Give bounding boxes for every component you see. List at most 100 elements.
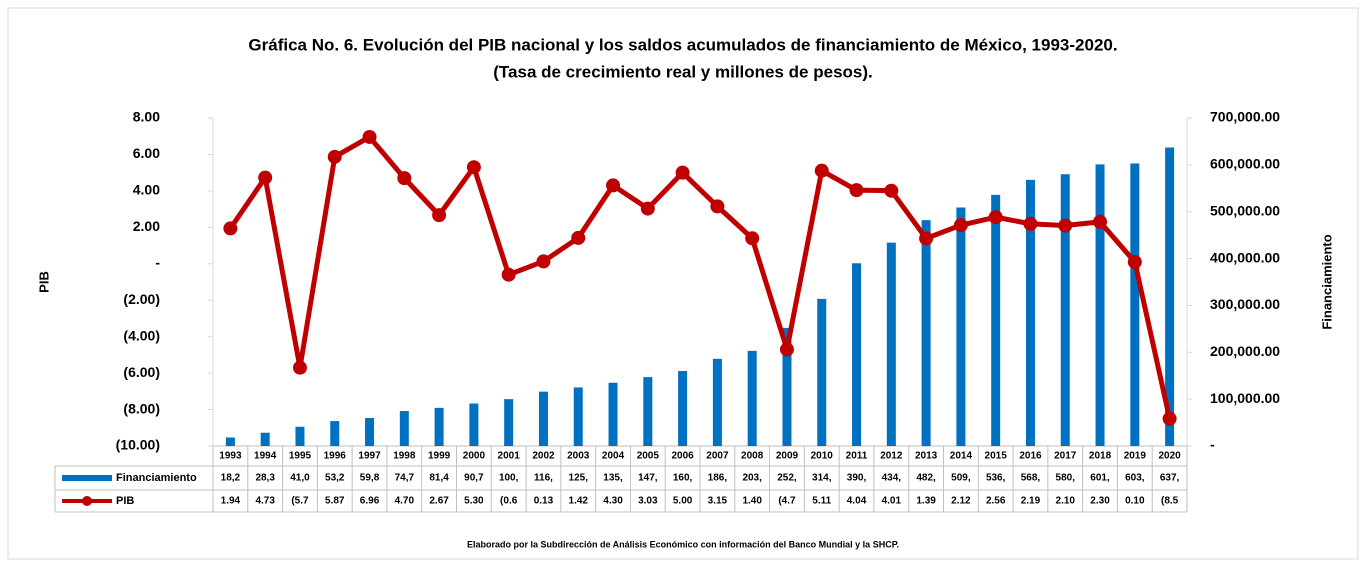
marker — [814, 163, 829, 178]
table-value: 147, — [638, 473, 658, 484]
marker — [1162, 411, 1177, 426]
marker — [397, 171, 412, 186]
x-tick-label: 1997 — [358, 451, 381, 462]
table-value: 125, — [569, 473, 589, 484]
marker — [223, 221, 238, 236]
bar — [643, 377, 653, 446]
table-value: 28,3 — [255, 473, 275, 484]
bar — [678, 371, 688, 446]
x-tick-label: 2020 — [1158, 451, 1181, 462]
table-value: 59,8 — [360, 473, 380, 484]
table-value: 580, — [1056, 473, 1076, 484]
y-tick-label: (2.00) — [123, 291, 160, 307]
x-tick-label: 1996 — [324, 451, 347, 462]
table-value: 434, — [882, 473, 902, 484]
y-tick-label: (6.00) — [123, 364, 160, 380]
marker — [953, 218, 968, 233]
y-tick-label: - — [155, 254, 160, 270]
x-tick-label: 2002 — [532, 451, 555, 462]
marker — [501, 267, 516, 282]
marker — [919, 231, 934, 246]
bar — [504, 399, 514, 446]
line — [228, 134, 1173, 420]
bar — [330, 421, 340, 446]
y2-axis-title: Financiamiento — [1319, 234, 1334, 329]
x-tick-label: 2001 — [498, 451, 521, 462]
marker — [466, 160, 481, 175]
table-value: 160, — [673, 473, 693, 484]
table-value: 482, — [916, 473, 936, 484]
marker — [1058, 218, 1073, 233]
bar — [1130, 163, 1140, 447]
table-value: 203, — [742, 473, 762, 484]
table-value: 568, — [1021, 473, 1041, 484]
marker — [362, 129, 377, 144]
table-value: 90,7 — [464, 473, 484, 484]
x-tick-label: 2006 — [671, 451, 694, 462]
table-value: 116, — [534, 473, 553, 484]
table-value: 6.96 — [360, 496, 380, 507]
y2-tick-label: 500,000.00 — [1210, 202, 1280, 218]
y2-tick-label: 400,000.00 — [1210, 249, 1280, 265]
bar — [608, 382, 618, 446]
x-tick-label: 2005 — [637, 451, 660, 462]
table-value: 2.30 — [1090, 496, 1110, 507]
table-value: 41,0 — [290, 473, 310, 484]
marker — [1023, 216, 1038, 231]
y2-tick-label: - — [1210, 437, 1215, 453]
y-tick-label: 8.00 — [133, 109, 160, 125]
x-tick-label: 2016 — [1019, 451, 1042, 462]
marker — [745, 231, 760, 246]
legend-label: PIB — [116, 495, 134, 507]
bar — [1060, 174, 1070, 446]
marker — [640, 201, 655, 216]
marker — [988, 210, 1003, 225]
table-value: (5.7 — [291, 496, 309, 507]
table-value: 2.10 — [1056, 496, 1076, 507]
x-tick-label: 2019 — [1124, 451, 1147, 462]
table-value: 3.15 — [708, 496, 728, 507]
marker — [571, 230, 586, 245]
bar — [782, 327, 792, 446]
bar — [434, 407, 444, 446]
table-value: 509, — [951, 473, 971, 484]
y-tick-label: 4.00 — [133, 182, 160, 198]
x-tick-label: 1999 — [428, 451, 451, 462]
bar — [573, 387, 583, 446]
x-tick-label: 2017 — [1054, 451, 1077, 462]
x-tick-label: 1993 — [219, 451, 242, 462]
table-value: 5.87 — [325, 496, 345, 507]
table-value: 81,4 — [429, 473, 449, 484]
table-value: 1.39 — [916, 496, 936, 507]
table-value: 74,7 — [395, 473, 415, 484]
bar — [852, 263, 862, 446]
table-value: 18,2 — [221, 473, 241, 484]
table-value: 100, — [499, 473, 519, 484]
x-tick-label: 1995 — [289, 451, 312, 462]
table-value: 4.30 — [603, 496, 623, 507]
chart-subtitle: (Tasa de crecimiento real y millones de … — [493, 62, 873, 81]
y2-tick-label: 100,000.00 — [1210, 390, 1280, 406]
bar — [469, 403, 479, 446]
x-tick-label: 2013 — [915, 451, 938, 462]
x-tick-label: 2011 — [846, 451, 868, 462]
table-value: 252, — [777, 473, 797, 484]
table-value: 5.30 — [464, 496, 484, 507]
marker — [292, 360, 307, 375]
table-value: 3.03 — [638, 496, 658, 507]
marker — [432, 208, 447, 223]
x-tick-label: 2000 — [463, 451, 486, 462]
x-tick-label: 2008 — [741, 451, 764, 462]
y-tick-label: (8.00) — [123, 400, 160, 416]
marker — [327, 149, 342, 164]
table-value: 390, — [847, 473, 867, 484]
bar — [295, 426, 305, 446]
table-value: 314, — [812, 473, 832, 484]
y-axis-title: PIB — [36, 271, 51, 293]
table-value: 4.73 — [255, 496, 275, 507]
x-tick-label: 2014 — [950, 451, 973, 462]
bar — [365, 417, 375, 446]
marker — [779, 342, 794, 357]
bar — [1025, 179, 1035, 446]
